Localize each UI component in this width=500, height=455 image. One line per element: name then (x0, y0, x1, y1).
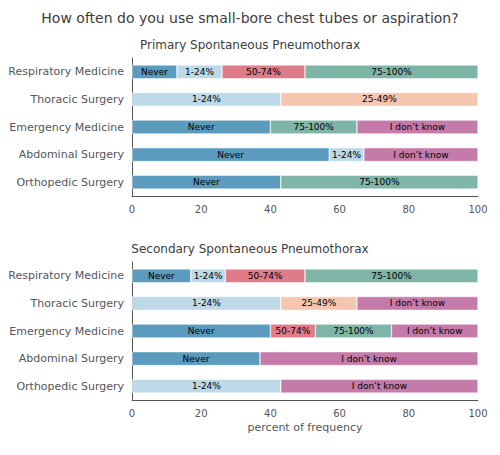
svg-text:I don’t know: I don’t know (407, 326, 462, 336)
svg-text:50-74%: 50-74% (276, 326, 311, 336)
svg-text:Never: Never (217, 150, 244, 160)
svg-text:25-49%: 25-49% (301, 298, 336, 308)
svg-text:40: 40 (264, 408, 277, 419)
svg-text:80: 80 (402, 204, 415, 215)
svg-text:20: 20 (195, 408, 208, 419)
svg-text:75-100%: 75-100% (371, 67, 412, 77)
svg-text:Secondary Spontaneous Pneumoth: Secondary Spontaneous Pneumothorax (131, 242, 368, 256)
svg-text:I don’t know: I don’t know (393, 150, 448, 160)
svg-text:Thoracic Surgery: Thoracic Surgery (30, 93, 125, 106)
svg-text:Primary Spontaneous Pneumothor: Primary Spontaneous Pneumothorax (140, 38, 360, 52)
svg-text:75-100%: 75-100% (371, 271, 412, 281)
svg-text:Emergency Medicine: Emergency Medicine (9, 121, 124, 134)
svg-text:50-74%: 50-74% (248, 271, 283, 281)
svg-text:0: 0 (129, 204, 135, 215)
svg-text:40: 40 (264, 204, 277, 215)
svg-text:75-100%: 75-100% (293, 122, 334, 132)
svg-text:Emergency Medicine: Emergency Medicine (9, 325, 124, 338)
svg-text:Never: Never (141, 67, 168, 77)
svg-text:Never: Never (188, 122, 215, 132)
svg-text:25-49%: 25-49% (362, 94, 397, 104)
svg-text:I don’t know: I don’t know (390, 298, 445, 308)
svg-text:Respiratory Medicine: Respiratory Medicine (8, 65, 124, 78)
svg-text:I don’t know: I don’t know (352, 381, 407, 391)
svg-text:80: 80 (402, 408, 415, 419)
svg-text:1-24%: 1-24% (194, 271, 223, 281)
svg-text:Never: Never (148, 271, 175, 281)
svg-text:1-24%: 1-24% (192, 94, 221, 104)
svg-text:I don’t know: I don’t know (390, 122, 445, 132)
svg-text:Orthopedic Surgery: Orthopedic Surgery (16, 176, 124, 189)
svg-text:1-24%: 1-24% (185, 67, 214, 77)
svg-text:60: 60 (333, 204, 346, 215)
svg-text:100: 100 (468, 408, 487, 419)
svg-text:100: 100 (468, 204, 487, 215)
svg-text:1-24%: 1-24% (192, 381, 221, 391)
svg-text:Thoracic Surgery: Thoracic Surgery (30, 297, 125, 310)
svg-text:How often do you use small-bor: How often do you use small-bore chest tu… (41, 10, 458, 26)
svg-text:Never: Never (193, 177, 220, 187)
svg-text:Orthopedic Surgery: Orthopedic Surgery (16, 380, 124, 393)
svg-text:75-100%: 75-100% (333, 326, 374, 336)
svg-text:75-100%: 75-100% (359, 177, 400, 187)
svg-text:Never: Never (183, 354, 210, 364)
svg-text:I don’t know: I don’t know (341, 354, 396, 364)
svg-text:0: 0 (129, 408, 135, 419)
svg-text:20: 20 (195, 204, 208, 215)
svg-text:60: 60 (333, 408, 346, 419)
svg-text:percent of frequency: percent of frequency (248, 421, 363, 434)
svg-text:1-24%: 1-24% (192, 298, 221, 308)
svg-text:50-74%: 50-74% (246, 67, 281, 77)
svg-text:Never: Never (188, 326, 215, 336)
svg-text:Abdominal Surgery: Abdominal Surgery (19, 148, 125, 161)
svg-text:Abdominal Surgery: Abdominal Surgery (19, 352, 125, 365)
svg-text:1-24%: 1-24% (332, 150, 361, 160)
svg-text:Respiratory Medicine: Respiratory Medicine (8, 269, 124, 282)
